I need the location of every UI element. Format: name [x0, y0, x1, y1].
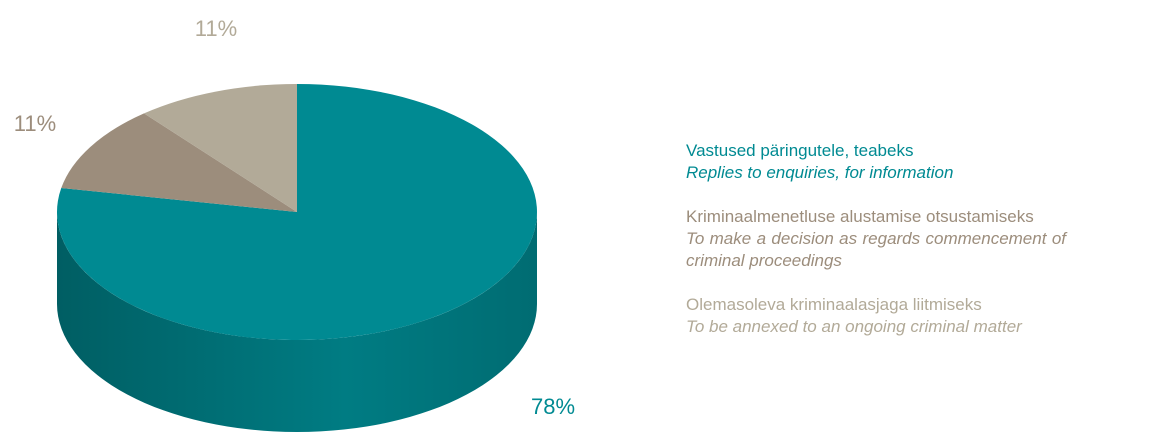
slice — [57, 84, 538, 340]
legend-entry: Kriminaalmenetluse alustamise otsustamis… — [686, 206, 1066, 272]
slice — [61, 113, 297, 212]
legend: Vastused päringutele, teabeks Replies to … — [686, 140, 1066, 360]
legend-entry: Vastused päringutele, teabeks Replies to … — [686, 140, 1066, 184]
value-label: 11% — [195, 16, 237, 41]
legend-entry: Olemasoleva kriminaalasjaga liitmiseks To… — [686, 294, 1066, 338]
legend-label: Vastused päringutele, teabeks — [686, 141, 914, 160]
legend-translation: Replies to enquiries, for information — [686, 163, 954, 182]
value-label: 78% — [531, 394, 575, 419]
slice-side — [57, 212, 537, 432]
legend-translation: To be annexed to an ongoing criminal mat… — [686, 317, 1022, 336]
legend-label: Olemasoleva kriminaalasjaga liitmiseks — [686, 295, 982, 314]
slice — [144, 84, 297, 212]
legend-translation: To make a decision as regards commenceme… — [686, 229, 1066, 270]
legend-label: Kriminaalmenetluse alustamise otsustamis… — [686, 207, 1034, 226]
value-label: 11% — [14, 111, 56, 136]
